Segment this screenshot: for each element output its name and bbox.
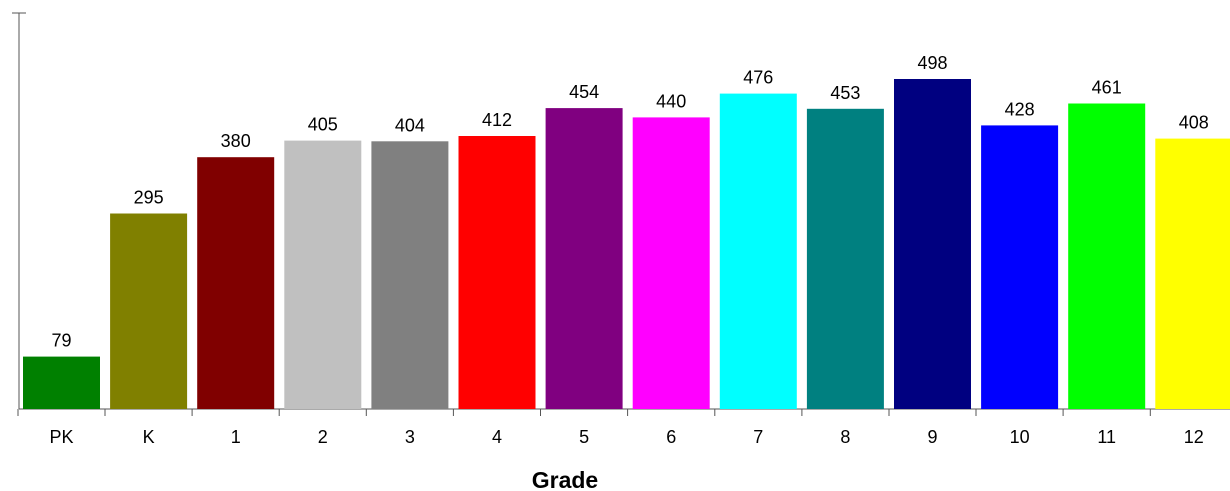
bar-PK [23, 356, 100, 409]
bar-7 [719, 93, 797, 409]
category-label-3: 3 [405, 427, 415, 447]
bar-2 [284, 140, 362, 409]
bar-6 [632, 117, 710, 410]
category-label-5: 5 [579, 427, 589, 447]
value-label-9: 498 [917, 53, 947, 73]
value-label-3: 404 [395, 115, 425, 135]
category-label-2: 2 [318, 427, 328, 447]
value-labels: 79 295 380 405 404 412 454 440 476 453 498 428 461 40… [51, 53, 1208, 351]
category-label-K: K [143, 427, 155, 447]
bar-8 [806, 108, 884, 410]
category-label-9: 9 [927, 427, 937, 447]
value-label-6: 440 [656, 91, 686, 111]
bar-10 [981, 125, 1059, 410]
category-label-11: 11 [1097, 427, 1116, 447]
category-label-1: 1 [231, 427, 241, 447]
value-label-8: 453 [830, 83, 860, 103]
bars [23, 79, 1230, 410]
value-label-4: 412 [482, 110, 512, 130]
value-label-PK: 79 [51, 331, 71, 351]
x-ticks [17, 409, 1151, 416]
value-label-7: 476 [743, 68, 773, 88]
category-label-4: 4 [492, 427, 502, 447]
bar-3 [371, 141, 449, 410]
bar-5 [545, 108, 623, 409]
bar-4 [458, 136, 536, 409]
bar-11 [1068, 103, 1146, 409]
category-label-10: 10 [1010, 427, 1030, 447]
value-label-11: 461 [1092, 78, 1122, 98]
category-label-PK: PK [49, 427, 73, 447]
category-label-12: 12 [1184, 427, 1204, 447]
bar-K [110, 213, 188, 409]
category-label-7: 7 [753, 427, 763, 447]
category-label-8: 8 [840, 427, 850, 447]
category-labels: PK K 1 2 3 4 5 6 7 8 9 10 11 12 [49, 427, 1203, 447]
bar-12 [1155, 138, 1230, 409]
value-label-1: 380 [221, 131, 251, 151]
value-label-K: 295 [134, 188, 164, 208]
x-axis-title: Grade [532, 467, 598, 491]
bar-1 [197, 157, 275, 409]
value-label-10: 428 [1005, 99, 1035, 119]
value-label-5: 454 [569, 82, 599, 102]
category-label-6: 6 [666, 427, 676, 447]
value-label-12: 408 [1179, 113, 1209, 133]
value-label-2: 405 [308, 115, 338, 135]
bar-9 [894, 79, 971, 409]
